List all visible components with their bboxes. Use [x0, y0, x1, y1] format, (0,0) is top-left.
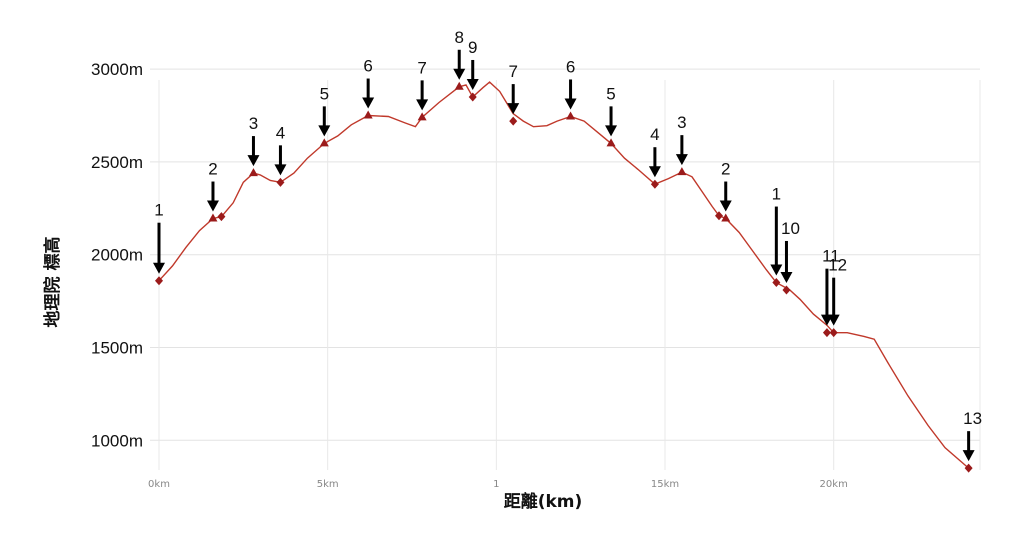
triangle-marker	[454, 81, 464, 90]
waypoint-markers	[155, 81, 973, 473]
annotation-label: 3	[677, 113, 686, 132]
annotation-arrow-head	[719, 200, 732, 212]
annotation-label: 11	[822, 247, 840, 266]
annotation-label: 6	[363, 57, 372, 76]
annotation-arrow-head	[466, 78, 479, 90]
annotation-arrow-head	[416, 99, 429, 111]
x-tick-label: 1	[493, 479, 499, 490]
annotation-label: 2	[208, 160, 217, 179]
triangle-marker	[363, 110, 373, 119]
annotation-label: 12	[828, 256, 847, 275]
annotation-label: 6	[566, 57, 575, 76]
triangle-marker	[677, 167, 687, 176]
x-axis-ticks: 0km 5km 1 15km 20km	[148, 479, 848, 490]
annotation-label: 10	[781, 219, 800, 238]
x-tick-label: 20km	[820, 479, 848, 490]
annotation-arrow-head	[675, 154, 688, 166]
annotation-label: 13	[963, 409, 982, 428]
triangle-marker	[606, 138, 616, 147]
triangle-marker	[319, 138, 329, 147]
annotation-label: 4	[276, 123, 285, 142]
diamond-marker	[217, 212, 226, 222]
annotation-arrow-head	[827, 314, 840, 326]
triangle-marker	[248, 168, 258, 177]
y-axis-label: 地理院 標高	[42, 237, 63, 328]
y-tick-label: 2500m	[91, 153, 143, 172]
x-tick-label: 5km	[317, 479, 339, 490]
annotation-arrow-head	[962, 450, 975, 462]
annotation-label: 1	[772, 185, 781, 204]
annotation-arrow-head	[605, 125, 618, 137]
annotation-arrow-head	[507, 103, 520, 115]
annotation-label: 7	[417, 58, 426, 77]
y-tick-label: 2000m	[91, 246, 143, 265]
annotation-arrow-head	[318, 125, 331, 137]
gridlines	[150, 68, 981, 470]
annotation-arrow-head	[274, 164, 287, 176]
annotation-arrow-head	[648, 166, 661, 178]
y-axis-ticks: 1000m 1500m 2000m 2500m 3000m	[91, 60, 143, 450]
plot-area	[150, 80, 980, 470]
triangle-marker	[208, 213, 218, 222]
y-tick-label: 3000m	[91, 60, 143, 79]
annotation-label: 4	[650, 125, 659, 144]
annotation-arrow-head	[453, 68, 466, 80]
annotation-arrow-head	[206, 200, 219, 212]
triangle-marker	[417, 112, 427, 121]
diamond-marker	[822, 328, 831, 338]
annotation-label: 5	[606, 84, 615, 103]
triangle-marker	[721, 213, 731, 222]
annotation-label: 1	[154, 201, 163, 220]
annotation-arrow-head	[564, 98, 577, 110]
diamond-marker	[782, 285, 791, 295]
annotation-label: 8	[455, 28, 464, 47]
diamond-marker	[964, 463, 973, 473]
annotation-arrow-head	[247, 155, 260, 167]
triangle-marker	[566, 111, 576, 120]
annotation-arrow-head	[770, 264, 783, 276]
annotation-label: 5	[320, 84, 329, 103]
diamond-marker	[650, 179, 659, 189]
diamond-marker	[155, 276, 163, 286]
annotation-arrow-head	[780, 271, 793, 283]
annotation-label: 9	[468, 38, 477, 57]
diamond-marker	[829, 328, 838, 338]
diamond-marker	[509, 116, 518, 126]
annotation-arrow-head	[362, 97, 375, 109]
diamond-marker	[714, 211, 723, 221]
diamond-marker	[772, 278, 781, 288]
y-tick-label: 1000m	[91, 431, 143, 450]
y-tick-label: 1500m	[91, 339, 143, 358]
annotation-label: 7	[508, 62, 517, 81]
diamond-marker	[276, 177, 285, 187]
annotation-arrow-head	[153, 262, 165, 274]
x-tick-label: 15km	[651, 479, 679, 490]
x-axis-label: 距離(km)	[504, 491, 583, 512]
annotation-label: 3	[249, 114, 258, 133]
x-tick-label: 0km	[148, 479, 170, 490]
annotation-label: 2	[721, 160, 730, 179]
diamond-marker	[468, 92, 477, 102]
